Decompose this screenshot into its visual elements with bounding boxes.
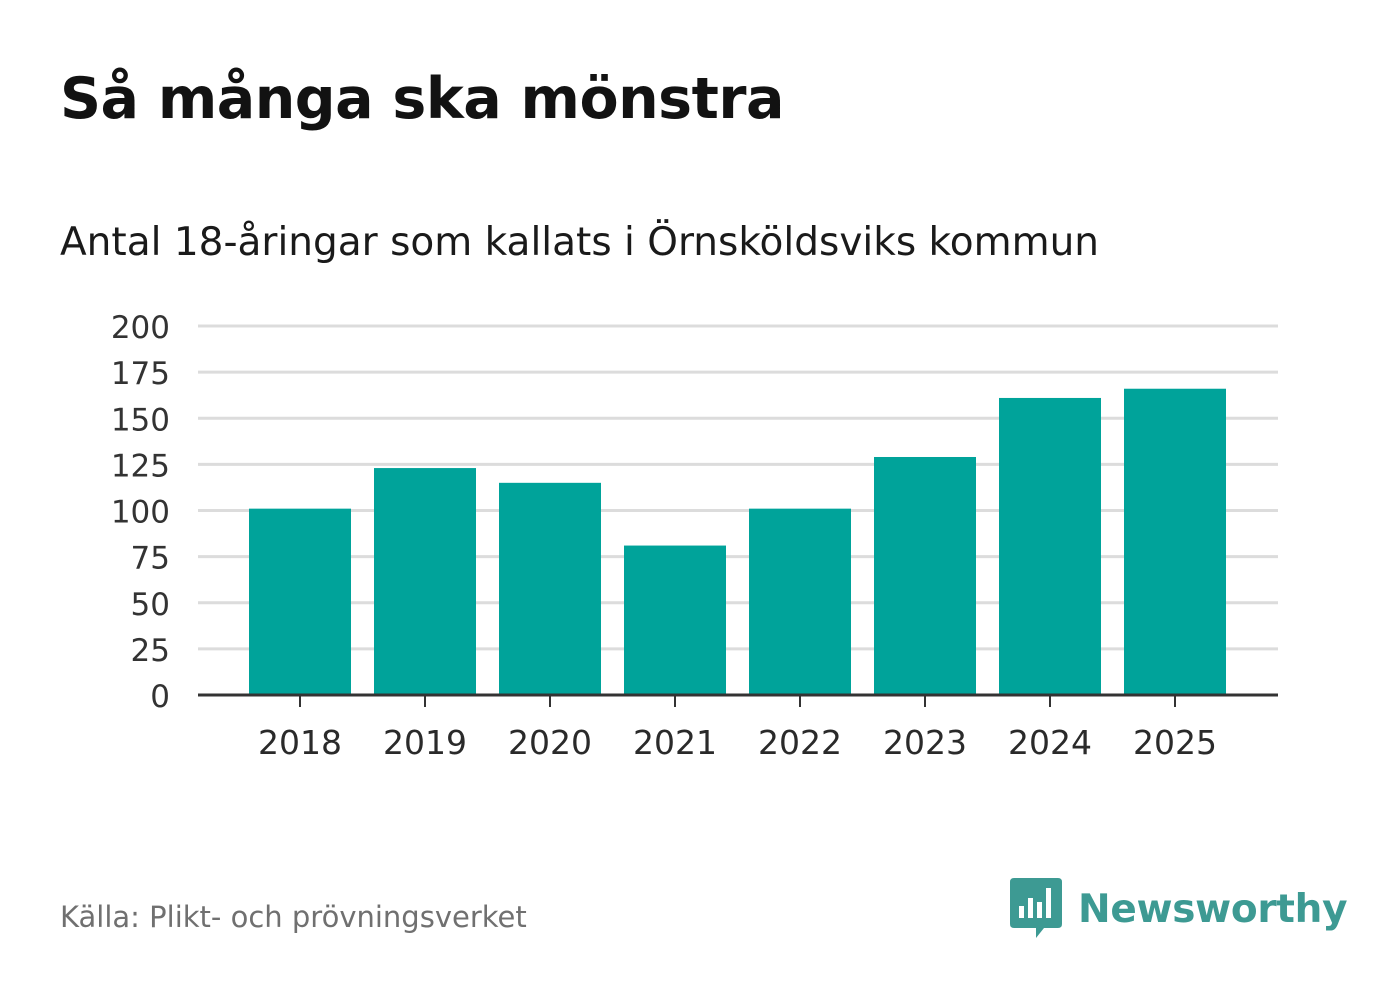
brand-name: Newsworthy bbox=[1078, 886, 1348, 932]
brand-logo: Newsworthy bbox=[1010, 878, 1348, 940]
x-tick-label: 2019 bbox=[383, 723, 467, 762]
bars bbox=[249, 388, 1226, 695]
gridlines bbox=[198, 324, 1278, 651]
bar-2024 bbox=[999, 397, 1101, 695]
y-tick-label: 25 bbox=[131, 633, 170, 669]
newsworthy-logo-icon bbox=[1010, 878, 1062, 938]
x-tick-label: 2018 bbox=[258, 723, 342, 762]
bar-2018 bbox=[249, 508, 351, 695]
y-tick-label: 150 bbox=[111, 402, 170, 438]
bar-2019 bbox=[374, 468, 476, 695]
x-tick-label: 2020 bbox=[508, 723, 592, 762]
y-tick-label: 50 bbox=[131, 587, 170, 623]
x-axis: 2018 2019 2020 2021 2022 2023 2024 2025 bbox=[198, 693, 1278, 762]
bar-2020 bbox=[499, 482, 601, 695]
x-tick-label: 2023 bbox=[883, 723, 967, 762]
bar-2021 bbox=[624, 545, 726, 695]
x-tick-label: 2025 bbox=[1133, 723, 1217, 762]
y-tick-label: 75 bbox=[131, 541, 170, 577]
chart-subtitle: Antal 18-åringar som kallats i Örnskölds… bbox=[60, 220, 1100, 265]
bar-2025 bbox=[1124, 388, 1226, 695]
source-note: Källa: Plikt- och prövningsverket bbox=[60, 900, 527, 934]
y-tick-label: 100 bbox=[111, 495, 170, 531]
y-tick-label: 200 bbox=[111, 310, 170, 346]
chart-title: Så många ska mönstra bbox=[60, 66, 784, 132]
y-tick-label: 125 bbox=[111, 448, 170, 484]
y-axis-ticks: 0 25 50 75 100 125 150 175 200 bbox=[111, 310, 170, 715]
bar-2023 bbox=[874, 456, 976, 695]
x-tick-label: 2022 bbox=[758, 723, 842, 762]
y-tick-label: 175 bbox=[111, 356, 170, 392]
bar-2022 bbox=[749, 508, 851, 695]
y-tick-label: 0 bbox=[150, 679, 170, 715]
x-tick-label: 2021 bbox=[633, 723, 717, 762]
x-tick-label: 2024 bbox=[1008, 723, 1092, 762]
